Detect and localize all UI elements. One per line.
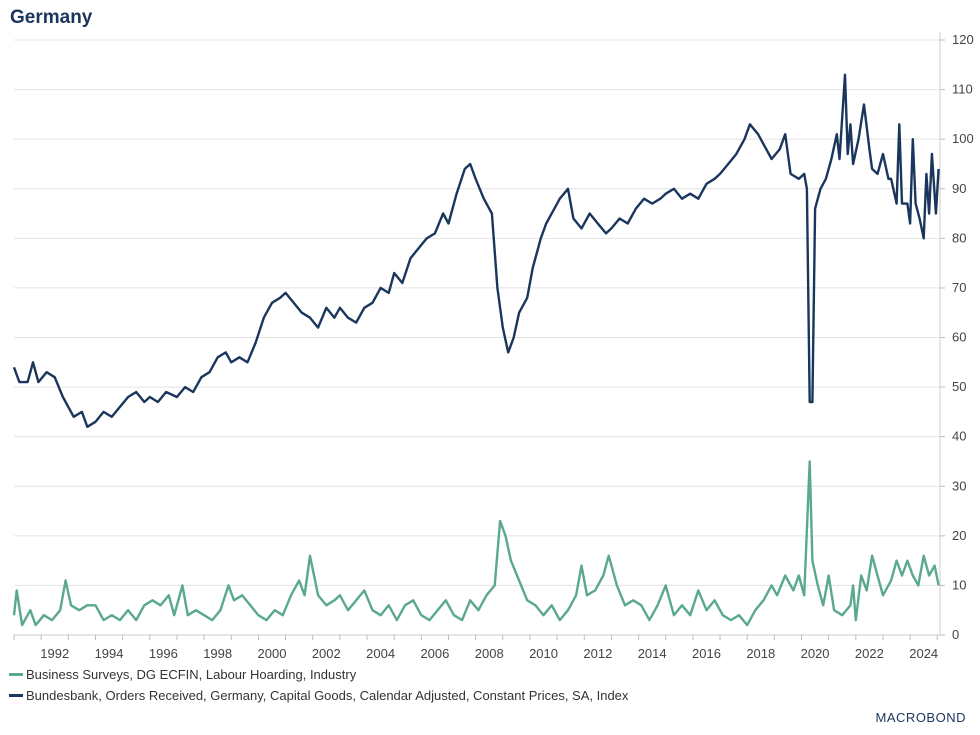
y-tick-label: 90 xyxy=(952,181,966,196)
y-tick-label: 40 xyxy=(952,429,966,444)
series-line-1 xyxy=(12,460,940,627)
x-tick-label: 2006 xyxy=(420,646,449,661)
y-tick-label: 110 xyxy=(952,82,973,97)
x-tick-label: 2024 xyxy=(909,646,938,661)
legend-swatch-navy xyxy=(9,694,23,697)
y-tick-label: 30 xyxy=(952,478,966,493)
x-tick-label: 2004 xyxy=(366,646,395,661)
x-tick-label: 2010 xyxy=(529,646,558,661)
y-tick-label: 0 xyxy=(952,627,959,642)
x-tick-label: 2018 xyxy=(746,646,775,661)
x-tick-label: 2000 xyxy=(258,646,287,661)
x-tick-label: 2014 xyxy=(638,646,667,661)
legend-item-labour-hoarding: Business Surveys, DG ECFIN, Labour Hoard… xyxy=(9,667,356,682)
y-tick-label: 50 xyxy=(952,379,966,394)
legend-swatch-green xyxy=(9,673,23,676)
legend-item-orders-received: Bundesbank, Orders Received, Germany, Ca… xyxy=(9,688,628,703)
series-line-2 xyxy=(12,73,940,428)
y-tick-label: 100 xyxy=(952,131,974,146)
x-tick-label: 1998 xyxy=(203,646,232,661)
x-tick-label: 2020 xyxy=(801,646,830,661)
y-tick-label: 60 xyxy=(952,330,966,345)
x-tick-label: 1992 xyxy=(40,646,69,661)
legend-label: Bundesbank, Orders Received, Germany, Ca… xyxy=(26,688,629,703)
y-tick-label: 20 xyxy=(952,528,966,543)
macrobond-logo: MACROBOND xyxy=(875,710,966,725)
x-tick-label: 2002 xyxy=(312,646,341,661)
legend-label: Business Surveys, DG ECFIN, Labour Hoard… xyxy=(26,667,357,682)
x-tick-label: 2012 xyxy=(583,646,612,661)
y-tick-label: 120 xyxy=(952,32,974,47)
x-tick-label: 2022 xyxy=(855,646,884,661)
x-tick-label: 2016 xyxy=(692,646,721,661)
x-tick-label: 1994 xyxy=(95,646,124,661)
y-tick-label: 80 xyxy=(952,230,966,245)
chart-title: Germany xyxy=(10,7,93,28)
y-tick-label: 70 xyxy=(952,280,966,295)
x-tick-label: 1996 xyxy=(149,646,178,661)
y-tick-label: 10 xyxy=(952,577,966,592)
x-tick-label: 2008 xyxy=(475,646,504,661)
